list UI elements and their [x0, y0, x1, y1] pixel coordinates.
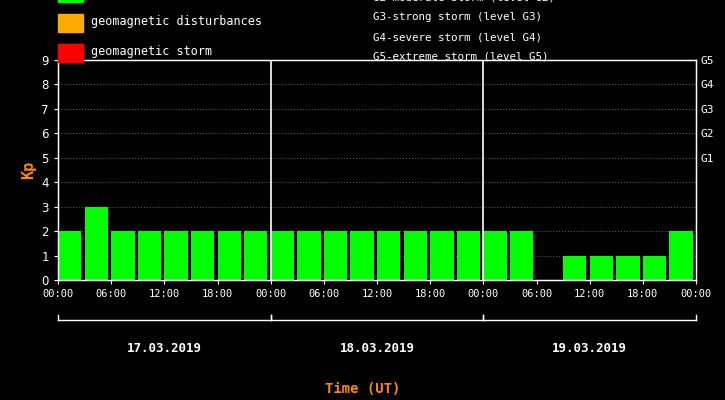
Bar — [643, 256, 666, 280]
Bar — [297, 231, 320, 280]
Bar — [589, 256, 613, 280]
Bar — [404, 231, 427, 280]
Text: G2-moderate storm (level G2): G2-moderate storm (level G2) — [373, 0, 555, 2]
Text: G5-extreme storm (level G5): G5-extreme storm (level G5) — [373, 52, 549, 62]
Bar — [85, 207, 108, 280]
Bar — [563, 256, 587, 280]
Y-axis label: Kp: Kp — [21, 161, 36, 179]
Text: 19.03.2019: 19.03.2019 — [552, 342, 627, 355]
Bar — [510, 231, 534, 280]
Bar — [350, 231, 374, 280]
Bar — [138, 231, 161, 280]
Text: 17.03.2019: 17.03.2019 — [127, 342, 202, 355]
Bar — [484, 231, 507, 280]
Text: geomagnetic disturbances: geomagnetic disturbances — [91, 16, 262, 28]
Text: geomagnetic storm: geomagnetic storm — [91, 46, 212, 58]
Bar — [244, 231, 268, 280]
Bar — [111, 231, 135, 280]
Text: 18.03.2019: 18.03.2019 — [339, 342, 415, 355]
Text: Time (UT): Time (UT) — [325, 382, 400, 396]
Bar — [165, 231, 188, 280]
Bar — [218, 231, 241, 280]
Text: G3-strong storm (level G3): G3-strong storm (level G3) — [373, 12, 542, 22]
Bar — [377, 231, 400, 280]
Bar — [58, 231, 81, 280]
Bar — [669, 231, 693, 280]
Bar — [430, 231, 454, 280]
Bar — [616, 256, 639, 280]
Bar — [270, 231, 294, 280]
Bar — [457, 231, 480, 280]
Bar — [191, 231, 215, 280]
Text: G4-severe storm (level G4): G4-severe storm (level G4) — [373, 32, 542, 42]
Bar — [324, 231, 347, 280]
